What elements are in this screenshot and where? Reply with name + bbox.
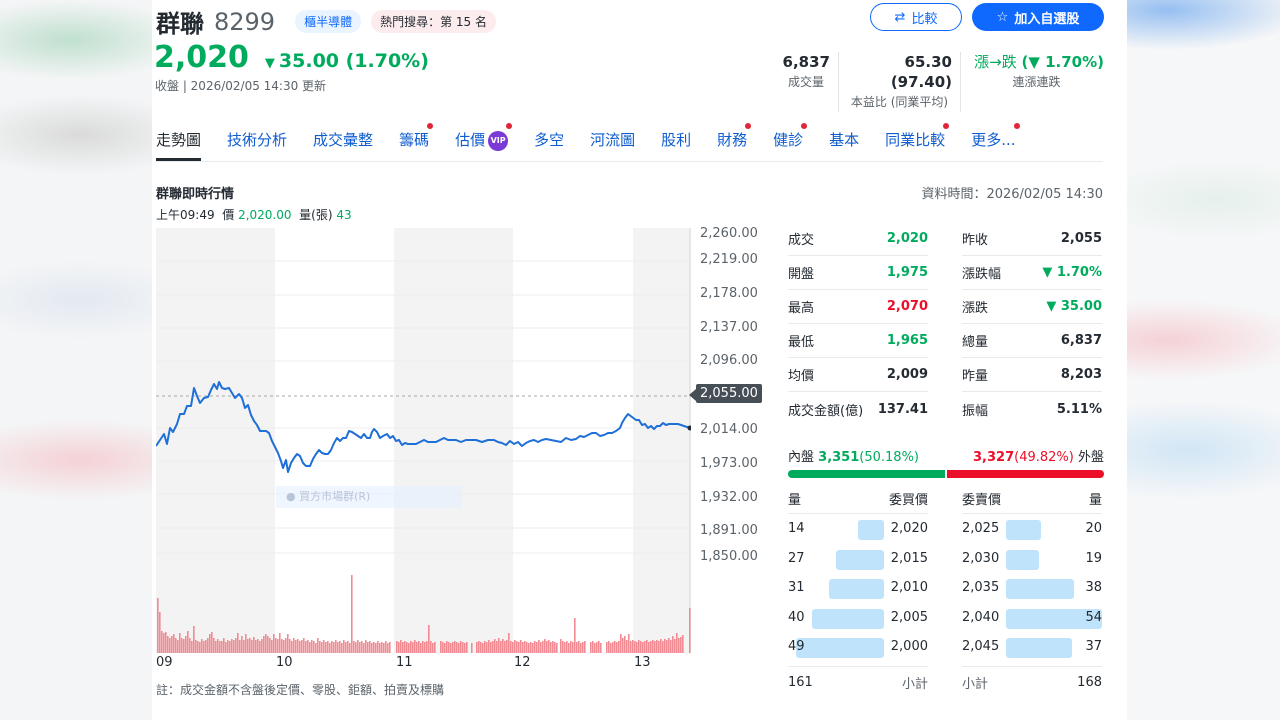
- tab-dividend[interactable]: 股利: [661, 131, 692, 149]
- quote-col-left: 成交 2,020 開盤 1,975 最高 2,070 最低 1,965 均價 2,009 …: [788, 222, 928, 426]
- stock-page: 群聯 8299 櫃半導體 熱門搜尋：第 15 名 2,020 ▼ 35.00 (1…: [152, 0, 1127, 720]
- outer-volume-bar: [947, 470, 1104, 478]
- chart-legend[interactable]: ● 買方市場群(R): [276, 486, 462, 508]
- price-line: [156, 381, 691, 473]
- industry-tag[interactable]: 櫃半導體: [295, 10, 362, 33]
- vip-badge: VIP: [488, 130, 509, 151]
- quote-row: 成交 2,020: [788, 222, 928, 256]
- quote-row: 開盤 1,975: [788, 256, 928, 290]
- ask-row: 2,035 38: [962, 573, 1102, 603]
- quote-row: 最高 2,070: [788, 290, 928, 324]
- title-row: 群聯 8299 櫃半導體 熱門搜尋：第 15 名: [156, 4, 496, 39]
- inner-volume-bar: [788, 470, 945, 478]
- bid-row: 31 2,010: [788, 573, 928, 603]
- tab-peer-comparison[interactable]: 同業比較: [885, 120, 950, 161]
- tab-technical-analysis[interactable]: 技術分析: [227, 131, 288, 149]
- stat-volume: 6,837 成交量: [782, 53, 830, 89]
- footnote: 註：成交金額不含盤後定價、零股、鉅額、拍賣及標購: [156, 683, 445, 697]
- down-triangle-icon: ▼: [264, 56, 275, 71]
- ask-row: 2,040 54: [962, 603, 1102, 633]
- notification-dot: [801, 123, 808, 129]
- quote-row: 漲跌 ▼ 35.00: [962, 290, 1102, 324]
- compare-arrows-icon: ⇄: [894, 9, 906, 25]
- quote-row: 昨收 2,055: [962, 222, 1102, 256]
- bid-row: 49 2,000: [788, 632, 928, 662]
- hover-info: 上午09:49 價 2,020.00 量(張) 43: [156, 208, 352, 222]
- quote-row: 總量 6,837: [962, 324, 1102, 358]
- tab-trade-summary[interactable]: 成交彙整: [313, 131, 374, 149]
- quote-row: 均價 2,009: [788, 358, 928, 392]
- notification-dot: [745, 123, 752, 129]
- quote-row: 昨量 8,203: [962, 358, 1102, 392]
- volume-bars: [157, 575, 691, 653]
- quote-row: 振幅 5.11%: [962, 401, 1102, 419]
- current-price: 2,020: [154, 40, 249, 75]
- hot-search-tag[interactable]: 熱門搜尋：第 15 名: [371, 10, 496, 33]
- reference-price-label: 2,055.00: [689, 384, 762, 403]
- stats-bar: 6,837 成交量 65.30 (97.40) 本益比 (同業平均) 漲→跌 (…: [774, 52, 1104, 112]
- add-watchlist-button[interactable]: ☆ 加入自選股: [972, 3, 1104, 31]
- notification-dot: [506, 123, 513, 129]
- notification-dot: [427, 123, 434, 129]
- data-time: 資料時間：2026/02/05 14:30: [921, 187, 1103, 202]
- stock-name: 群聯: [156, 10, 204, 38]
- tab-valuation[interactable]: 估價 VIP: [455, 120, 513, 161]
- tab-basic[interactable]: 基本: [829, 131, 860, 149]
- x-axis: 09 10 11 12 13: [156, 655, 651, 670]
- tab-long-short[interactable]: 多空: [534, 131, 565, 149]
- stock-code: 8299: [214, 7, 276, 36]
- notification-dot: [1013, 123, 1020, 129]
- quote-row: 漲跌幅 ▼ 1.70%: [962, 256, 1102, 290]
- bid-row: 40 2,005: [788, 603, 928, 633]
- price-change: ▼ 35.00 (1.70%): [264, 50, 429, 72]
- bid-row: 27 2,015: [788, 544, 928, 574]
- tab-trend-chart[interactable]: 走勢圖: [156, 120, 202, 161]
- quote-row: 成交金額(億) 137.41: [788, 401, 928, 419]
- ask-row: 2,025 20: [962, 514, 1102, 544]
- tab-more[interactable]: 更多...: [971, 120, 1020, 161]
- price-row: 2,020 ▼ 35.00 (1.70%): [154, 40, 429, 75]
- chart-canvas: [156, 228, 691, 653]
- intraday-chart[interactable]: ● 買方市場群(R): [156, 228, 691, 653]
- background-left: [0, 0, 152, 720]
- realtime-title: 群聯即時行情: [156, 187, 235, 202]
- ask-orderbook: 委賣價量 2,025 20 2,030 19 2,035 38 2,040 54 2,0…: [962, 484, 1102, 698]
- notification-dot: [943, 123, 950, 129]
- tab-chips[interactable]: 籌碼: [399, 120, 434, 161]
- stat-streak: 漲→跌 (▼ 1.70%) 連漲連跌: [960, 52, 1104, 112]
- ask-row: 2,030 19: [962, 544, 1102, 574]
- bid-row: 14 2,020: [788, 514, 928, 544]
- tab-bar: 走勢圖 技術分析 成交彙整 籌碼 估價 VIP 多空 河流圖 股利 財務 健診 基…: [156, 120, 1103, 162]
- update-status: 收盤 | 2026/02/05 14:30 更新: [155, 79, 327, 93]
- stat-pe-ratio: 65.30 (97.40) 本益比 (同業平均): [838, 52, 960, 112]
- bid-orderbook: 量委買價 14 2,020 27 2,015 31 2,010 40 2,005 49 2…: [788, 484, 928, 698]
- tab-health-check[interactable]: 健診: [773, 120, 808, 161]
- tab-financials[interactable]: 財務: [717, 120, 752, 161]
- quote-col-right: 昨收 2,055 漲跌幅 ▼ 1.70% 漲跌 ▼ 35.00 總量 6,837 昨量 8…: [962, 222, 1102, 426]
- compare-button[interactable]: ⇄ 比較: [870, 3, 962, 31]
- ask-row: 2,045 37: [962, 632, 1102, 662]
- background-right: [1127, 0, 1280, 720]
- tab-river-chart[interactable]: 河流圖: [590, 131, 636, 149]
- star-icon: ☆: [996, 9, 1009, 25]
- quote-row: 最低 1,965: [788, 324, 928, 358]
